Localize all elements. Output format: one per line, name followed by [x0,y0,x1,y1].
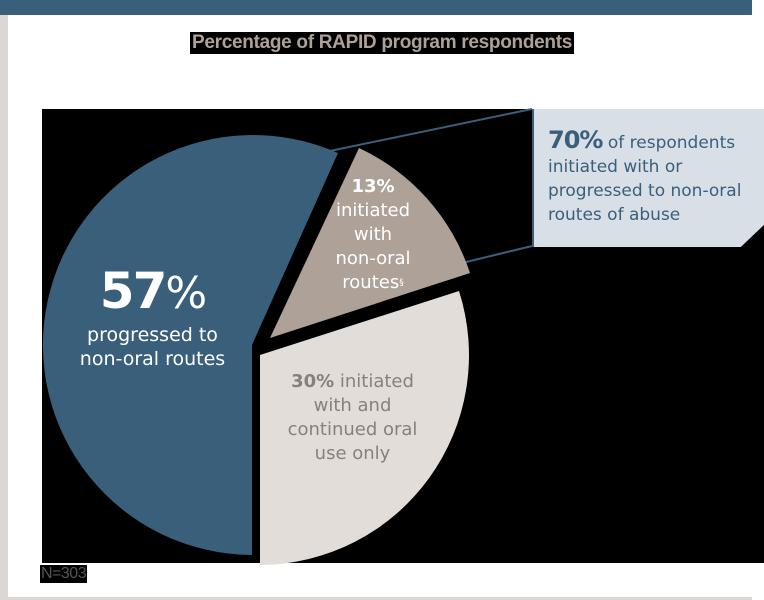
sample-size-label: N=303 [40,565,88,583]
label-initiated-non-oral-line1: initiated [335,200,411,221]
footnote-marker: § [399,278,404,288]
label-oral-only-line2: with and [313,395,392,416]
label-progressed-line1: progressed to [87,324,218,346]
label-initiated-non-oral: 13% initiated with non-oral routes§ [318,175,428,295]
label-progressed: 57% progressed to non-oral routes [60,262,245,371]
label-initiated-non-oral-line3: non-oral [335,248,411,269]
chart-title-container: Percentage of RAPID program respondents [0,32,764,54]
connector-line-top [324,108,533,153]
chart-title: Percentage of RAPID program respondents [190,32,574,54]
label-oral-only: 30% initiated with and continued oral us… [270,370,435,466]
label-initiated-non-oral-value: 13% [351,176,395,197]
header-bar [0,0,752,15]
slice-progressed [42,135,338,555]
callout-line3: progressed to non-oral [548,181,742,201]
label-oral-only-line1: 30% initiated [291,371,414,392]
label-initiated-non-oral-line4: routes§ [342,272,404,293]
callout-line1: 70% of respondents [548,126,736,154]
left-border [0,15,8,600]
callout-line2: initiated with or [548,157,683,177]
label-oral-only-line3: continued oral [287,419,418,440]
callout-text: 70% of respondents initiated with or pro… [548,128,758,227]
bottom-border [8,597,752,600]
callout-line4: routes of abuse [548,205,681,225]
label-progressed-line2: non-oral routes [79,348,226,370]
label-oral-only-line4: use only [314,443,391,464]
callout-box [532,109,764,247]
label-progressed-value: 57% [99,262,207,320]
connector-line-bottom [461,245,533,264]
label-initiated-non-oral-line2: with [353,224,393,245]
slice-initiated-non-oral [270,148,470,338]
slice-oral-only [260,291,469,565]
